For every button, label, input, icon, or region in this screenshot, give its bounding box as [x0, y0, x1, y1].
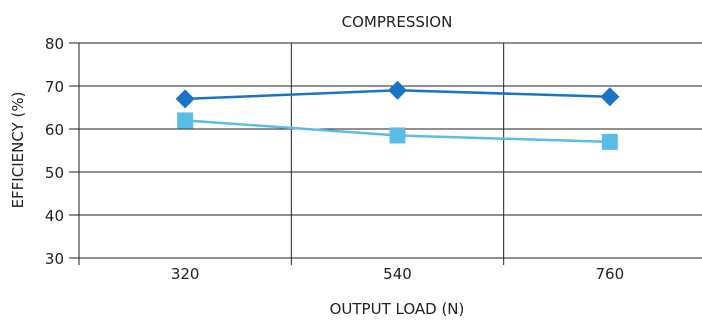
data-point-diamond	[600, 87, 620, 107]
y-tick-label: 30	[45, 250, 64, 268]
y-tick-label: 60	[45, 121, 64, 139]
data-point-square	[601, 133, 618, 150]
series-1	[175, 80, 620, 109]
y-tick-label: 70	[45, 78, 64, 96]
data-point-diamond	[388, 80, 407, 100]
data-point-square	[389, 127, 406, 144]
grid-layer	[69, 42, 702, 265]
data-point-square	[177, 112, 194, 129]
x-tick-labels: 320 540 760	[171, 265, 624, 283]
series-2	[177, 112, 618, 150]
y-tick-labels: 30 40 50 60 70 80	[45, 35, 64, 268]
y-tick-label: 50	[45, 164, 64, 182]
data-point-diamond	[175, 89, 195, 109]
x-axis-label: OUTPUT LOAD (N)	[330, 300, 465, 318]
y-axis-label: EFFICIENCY (%)	[9, 92, 27, 209]
x-tick-label: 760	[596, 265, 625, 283]
series-layer	[175, 80, 620, 150]
chart-title: COMPRESSION	[342, 13, 453, 31]
x-tick-label: 540	[383, 265, 412, 283]
y-tick-label: 80	[45, 35, 64, 53]
y-tick-label: 40	[45, 207, 64, 225]
x-tick-label: 320	[171, 265, 200, 283]
